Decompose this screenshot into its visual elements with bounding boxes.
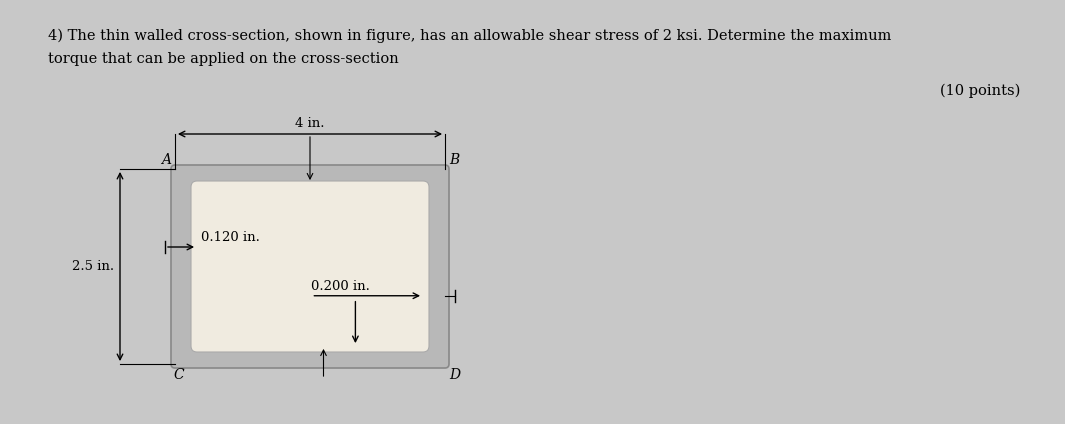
Text: A: A — [161, 153, 171, 167]
Text: 4 in.: 4 in. — [295, 117, 325, 130]
Text: 4) The thin walled cross-section, shown in figure, has an allowable shear stress: 4) The thin walled cross-section, shown … — [48, 29, 891, 43]
Text: 0.200 in.: 0.200 in. — [311, 280, 371, 293]
FancyBboxPatch shape — [171, 165, 449, 368]
FancyBboxPatch shape — [191, 181, 429, 352]
Text: 2.5 in.: 2.5 in. — [71, 260, 114, 273]
Text: D: D — [449, 368, 460, 382]
Text: B: B — [449, 153, 459, 167]
Text: (10 points): (10 points) — [939, 84, 1020, 98]
Text: 0.120 in.: 0.120 in. — [201, 231, 260, 244]
Text: torque that can be applied on the cross-section: torque that can be applied on the cross-… — [48, 52, 398, 66]
Text: C: C — [173, 368, 183, 382]
